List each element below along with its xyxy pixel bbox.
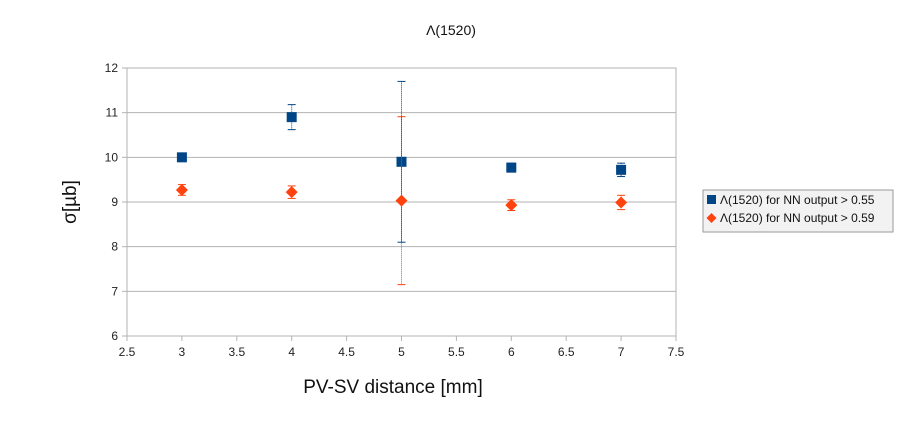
- legend-box: [702, 189, 894, 233]
- y-tick-label: 7: [111, 284, 118, 298]
- y-tick-label: 11: [106, 106, 119, 120]
- y-tick-label: 10: [105, 150, 119, 164]
- data-point: [506, 162, 517, 173]
- data-point: [176, 152, 187, 163]
- data-point: [395, 194, 408, 207]
- legend: Λ(1520) for NN output > 0.55 Λ(1520) for…: [702, 189, 894, 233]
- y-tick-label: 12: [105, 61, 119, 75]
- x-tick-label: 7.5: [668, 345, 685, 359]
- y-tick-labels: 6 7 8 9 10 11 12: [105, 61, 119, 343]
- data-series: [175, 80, 628, 286]
- legend-label-series-2: Λ(1520) for NN output > 0.59: [720, 211, 875, 225]
- x-tick-label: 5: [398, 345, 405, 359]
- data-point: [616, 164, 627, 175]
- series-1: [176, 80, 627, 243]
- legend-marker-series-1: [707, 195, 716, 204]
- x-tick-label: 5.5: [448, 345, 465, 359]
- plot-area: [126, 67, 677, 337]
- grid-lines: [122, 67, 677, 341]
- x-tick-label: 3: [179, 345, 186, 359]
- y-axis-title: σ[µb]: [60, 180, 81, 224]
- x-tick-labels: 2.5 3 3.5 4 4.5 5 5.5 6 6.5 7 7.5: [119, 345, 685, 359]
- x-tick-label: 4.5: [338, 345, 355, 359]
- x-tick-label: 7: [618, 345, 625, 359]
- data-point: [286, 112, 297, 123]
- legend-marker-series-2: [706, 213, 717, 223]
- data-point: [396, 156, 407, 167]
- data-point: [505, 199, 518, 212]
- x-axis-title: PV-SV distance [mm]: [303, 377, 483, 398]
- x-tick-label: 2.5: [119, 345, 136, 359]
- legend-label-series-1: Λ(1520) for NN output > 0.55: [720, 193, 875, 207]
- data-point: [285, 186, 298, 199]
- y-tick-label: 8: [111, 240, 118, 254]
- x-tick-label: 3.5: [228, 345, 245, 359]
- x-tick-label: 6: [508, 345, 515, 359]
- x-tick-label: 4: [288, 345, 295, 359]
- chart-title: Λ(1520): [426, 22, 476, 38]
- series-2: [175, 116, 628, 286]
- data-point: [175, 183, 188, 196]
- data-point: [615, 196, 628, 209]
- y-tick-label: 6: [111, 329, 118, 343]
- x-tick-label: 6.5: [558, 345, 575, 359]
- y-tick-label: 9: [111, 195, 118, 209]
